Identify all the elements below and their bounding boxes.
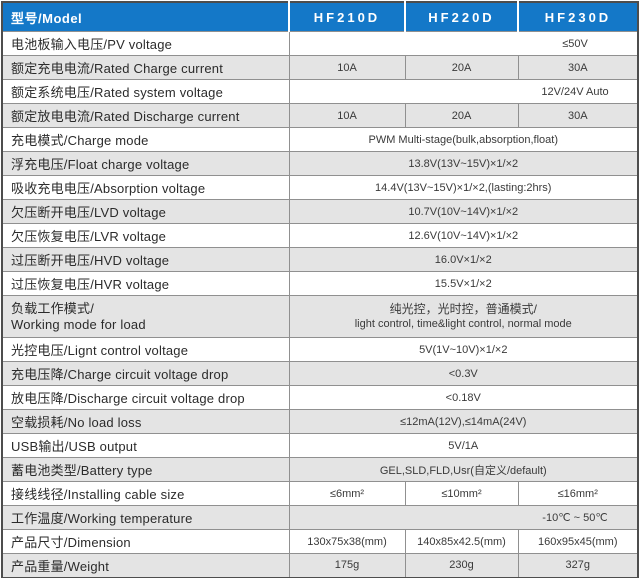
spec-row-hvd-voltage: 过压断开电压/HVD voltage 16.0V×1/×2 xyxy=(1,247,639,272)
row-label: 欠压断开电压/LVD voltage xyxy=(1,199,290,224)
spec-row-dimension: 产品尺寸/Dimension 130x75x38(mm) 140x85x42.5… xyxy=(1,529,639,554)
spec-row-weight: 产品重量/Weight 175g 230g 327g xyxy=(1,553,639,578)
row-label: 过压恢复电压/HVR voltage xyxy=(1,271,290,296)
row-value: 13.8V(13V~15V)×1/×2 xyxy=(288,151,639,176)
row-label: 蓄电池类型/Battery type xyxy=(1,457,290,482)
row-value: <0.18V xyxy=(288,385,639,410)
row-value: 纯光控，光时控，普通模式/ light control, time&light … xyxy=(288,295,639,338)
row-label-zh: 负载工作模式/ xyxy=(11,300,95,316)
row-label: 光控电压/Lignt control voltage xyxy=(1,337,290,362)
row-value-hf220d: 140x85x42.5(mm) xyxy=(404,529,519,554)
row-value: ≤12mA(12V),≤14mA(24V) xyxy=(288,409,639,434)
spec-row-light-control-voltage: 光控电压/Lignt control voltage 5V(1V~10V)×1/… xyxy=(1,337,639,362)
row-value: 16.0V×1/×2 xyxy=(288,247,639,272)
spec-row-rated-discharge-current: 额定放电电流/Rated Discharge current 10A 20A 3… xyxy=(1,103,639,128)
spec-row-lvr-voltage: 欠压恢复电压/LVR voltage 12.6V(10V~14V)×1/×2 xyxy=(1,223,639,248)
header-model-hf220d: HF220D xyxy=(404,2,518,32)
row-label-en: Working mode for load xyxy=(11,316,146,332)
row-label: 额定系统电压/Rated system voltage xyxy=(1,79,290,104)
row-value: 12.6V(10V~14V)×1/×2 xyxy=(288,223,639,248)
row-value: GEL,SLD,FLD,Usr(自定义/default) xyxy=(288,457,639,482)
row-value-hf210d: 10A xyxy=(288,103,406,128)
spec-row-battery-type: 蓄电池类型/Battery type GEL,SLD,FLD,Usr(自定义/d… xyxy=(1,457,639,482)
row-label: 放电压降/Discharge circuit voltage drop xyxy=(1,385,290,410)
spec-row-usb-output: USB输出/USB output 5V/1A xyxy=(1,433,639,458)
row-value: -10℃ ~ 50℃ xyxy=(288,505,639,530)
header-model-label: 型号/Model xyxy=(2,2,289,32)
row-value-hf230d: 30A xyxy=(517,55,639,80)
row-value-hf230d: ≤16mm² xyxy=(517,481,639,506)
row-value-hf230d: 30A xyxy=(517,103,639,128)
row-label: 空载损耗/No load loss xyxy=(1,409,290,434)
row-value-hf220d: 20A xyxy=(404,55,519,80)
spec-row-working-mode: 负载工作模式/ Working mode for load 纯光控，光时控，普通… xyxy=(1,295,639,338)
row-value-hf230d: 327g xyxy=(517,553,639,578)
row-value: 5V/1A xyxy=(288,433,639,458)
row-label: 浮充电压/Float charge voltage xyxy=(1,151,290,176)
row-value-hf210d: ≤6mm² xyxy=(288,481,406,506)
row-label: 产品尺寸/Dimension xyxy=(1,529,290,554)
row-label: 额定放电电流/Rated Discharge current xyxy=(1,103,290,128)
row-value: PWM Multi-stage(bulk,absorption,float) xyxy=(288,127,639,152)
row-label: 吸收充电电压/Absorption voltage xyxy=(1,175,290,200)
row-value: ≤50V xyxy=(288,31,639,56)
row-label: 负载工作模式/ Working mode for load xyxy=(1,295,290,338)
row-value: 5V(1V~10V)×1/×2 xyxy=(288,337,639,362)
row-label: USB输出/USB output xyxy=(1,433,290,458)
spec-row-no-load-loss: 空载损耗/No load loss ≤12mA(12V),≤14mA(24V) xyxy=(1,409,639,434)
row-label: 过压断开电压/HVD voltage xyxy=(1,247,290,272)
row-value-hf210d: 10A xyxy=(288,55,406,80)
table-header: 型号/Model HF210D HF220D HF230D xyxy=(2,2,638,32)
spec-row-rated-charge-current: 额定充电电流/Rated Charge current 10A 20A 30A xyxy=(1,55,639,80)
row-value-hf220d: 20A xyxy=(404,103,519,128)
header-model-hf230d: HF230D xyxy=(517,2,638,32)
row-label: 电池板输入电压/PV voltage xyxy=(1,31,290,56)
row-value-hf210d: 175g xyxy=(288,553,406,578)
row-value-hf210d: 130x75x38(mm) xyxy=(288,529,406,554)
row-value-zh: 纯光控，光时控，普通模式/ xyxy=(389,302,537,316)
row-value-en: light control, time&light control, norma… xyxy=(354,318,572,330)
row-value-hf220d: ≤10mm² xyxy=(404,481,519,506)
spec-row-float-charge-voltage: 浮充电压/Float charge voltage 13.8V(13V~15V)… xyxy=(1,151,639,176)
row-label: 产品重量/Weight xyxy=(1,553,290,578)
spec-row-hvr-voltage: 过压恢复电压/HVR voltage 15.5V×1/×2 xyxy=(1,271,639,296)
spec-row-lvd-voltage: 欠压断开电压/LVD voltage 10.7V(10V~14V)×1/×2 xyxy=(1,199,639,224)
row-value-hf220d: 230g xyxy=(404,553,519,578)
row-label: 欠压恢复电压/LVR voltage xyxy=(1,223,290,248)
row-value: <0.3V xyxy=(288,361,639,386)
row-value-hf230d: 160x95x45(mm) xyxy=(517,529,639,554)
row-label: 接线线径/Installing cable size xyxy=(1,481,290,506)
row-value: 12V/24V Auto xyxy=(288,79,639,104)
spec-row-pv-voltage: 电池板输入电压/PV voltage ≤50V xyxy=(1,31,639,56)
row-label: 额定充电电流/Rated Charge current xyxy=(1,55,290,80)
row-label: 充电模式/Charge mode xyxy=(1,127,290,152)
header-model-hf210d: HF210D xyxy=(288,2,405,32)
row-value: 10.7V(10V~14V)×1/×2 xyxy=(288,199,639,224)
spec-row-charge-mode: 充电模式/Charge mode PWM Multi-stage(bulk,ab… xyxy=(1,127,639,152)
spec-row-absorption-voltage: 吸收充电电压/Absorption voltage 14.4V(13V~15V)… xyxy=(1,175,639,200)
row-label: 工作温度/Working temperature xyxy=(1,505,290,530)
spec-row-discharge-voltage-drop: 放电压降/Discharge circuit voltage drop <0.1… xyxy=(1,385,639,410)
row-value: 15.5V×1/×2 xyxy=(288,271,639,296)
row-value: 14.4V(13V~15V)×1/×2,(lasting:2hrs) xyxy=(288,175,639,200)
spec-row-charge-voltage-drop: 充电压降/Charge circuit voltage drop <0.3V xyxy=(1,361,639,386)
header-row: 型号/Model HF210D HF220D HF230D xyxy=(2,2,638,32)
spec-row-installing-cable-size: 接线线径/Installing cable size ≤6mm² ≤10mm² … xyxy=(1,481,639,506)
spec-row-rated-system-voltage: 额定系统电压/Rated system voltage 12V/24V Auto xyxy=(1,79,639,104)
spec-row-working-temperature: 工作温度/Working temperature -10℃ ~ 50℃ xyxy=(1,505,639,530)
row-label: 充电压降/Charge circuit voltage drop xyxy=(1,361,290,386)
